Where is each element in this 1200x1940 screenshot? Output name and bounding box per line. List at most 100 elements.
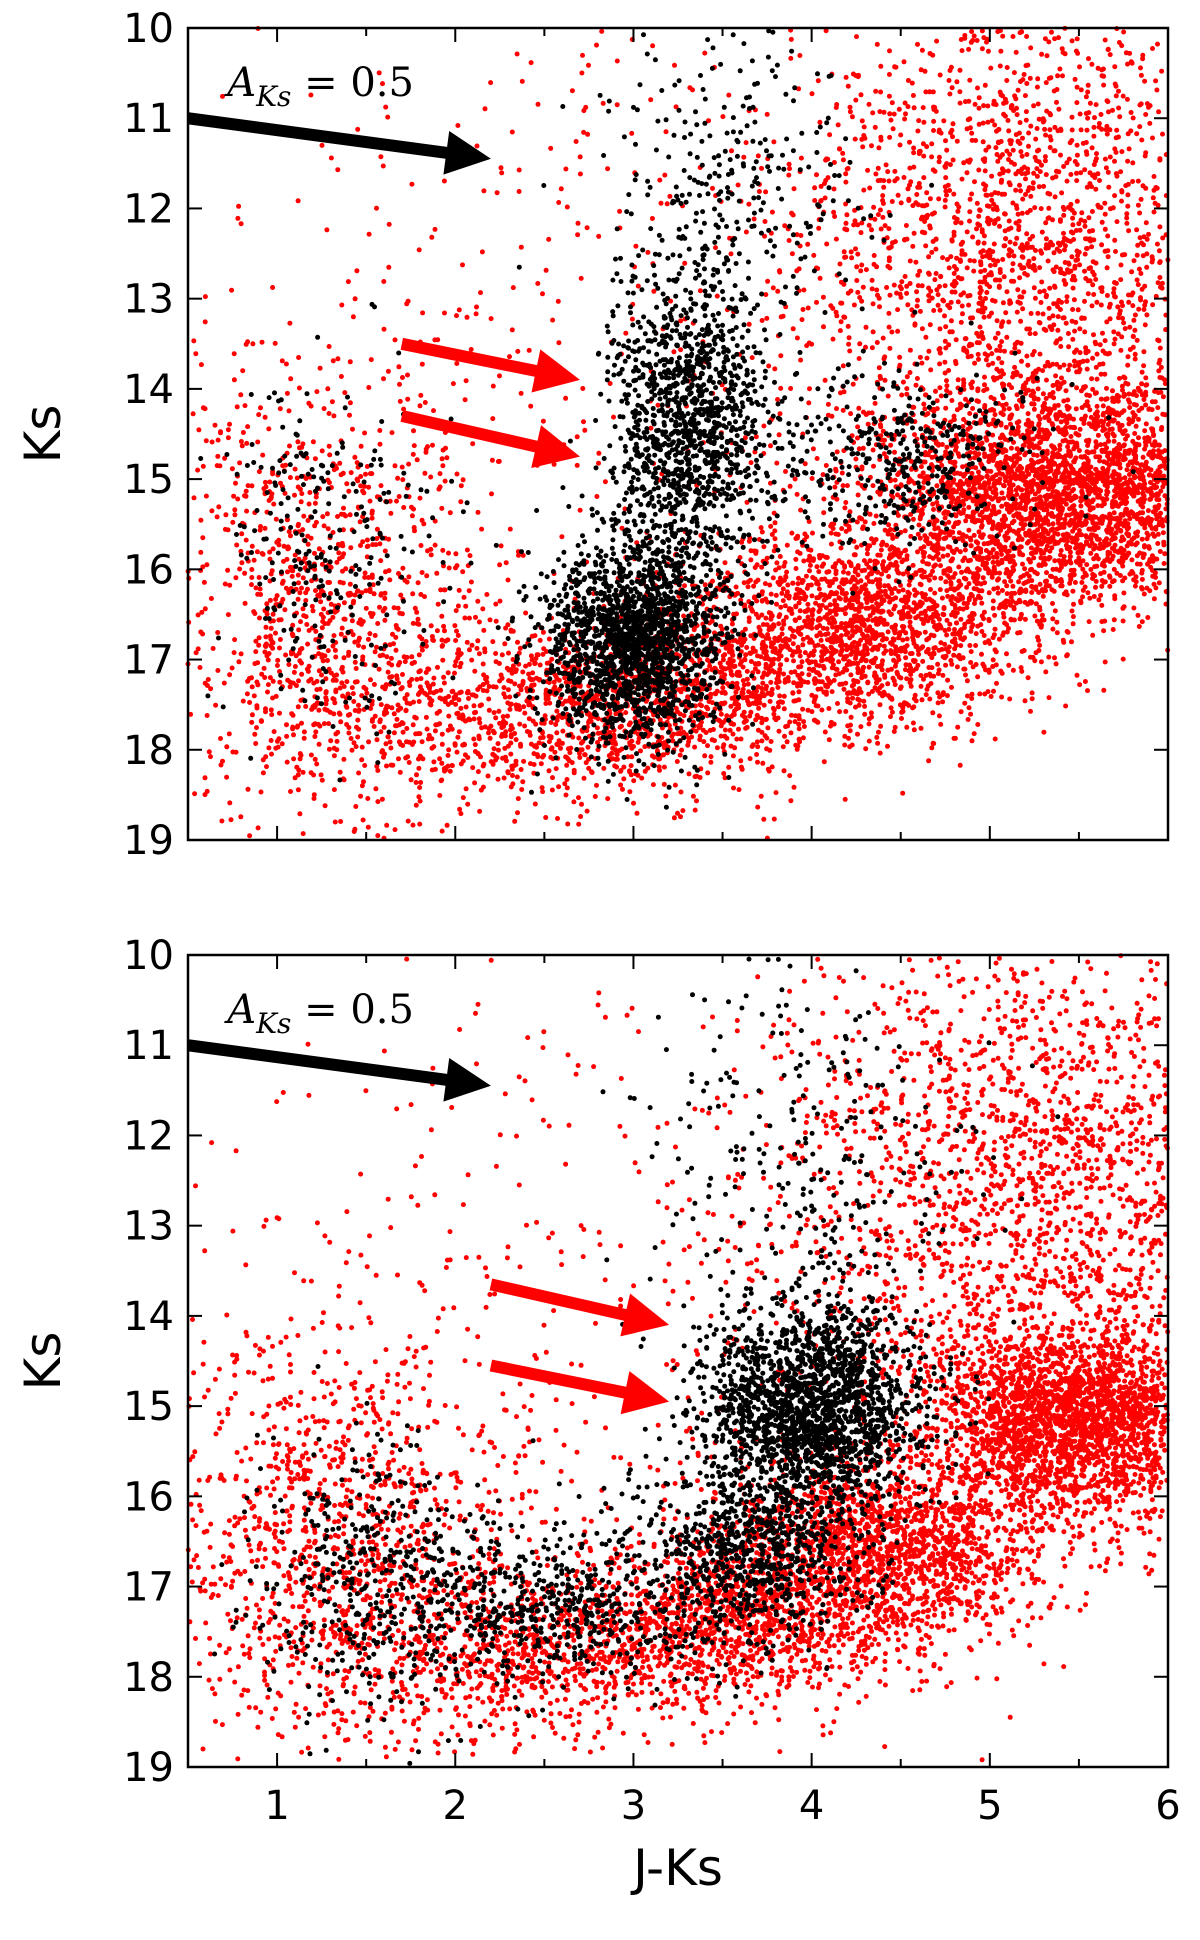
top-panel-point-2237: [587, 718, 592, 723]
top-panel-point-1617: [330, 696, 335, 701]
top-panel-point-4421: [778, 411, 783, 416]
top-panel-point-1042: [420, 648, 425, 653]
top-panel-point-1528: [315, 679, 320, 684]
top-panel-point-1523: [422, 691, 427, 696]
top-panel-point-3830: [730, 673, 735, 678]
top-panel-point-2063: [554, 730, 559, 735]
top-panel-point-1260: [375, 737, 380, 742]
top-panel-point-1143: [305, 667, 310, 672]
top-panel-point-4066: [901, 624, 906, 629]
top-panel-point-2598: [993, 627, 998, 632]
top-panel-point-654: [282, 607, 287, 612]
top-panel-point-3010: [952, 627, 957, 632]
top-panel-point-354: [230, 520, 235, 525]
top-panel-point-312: [417, 652, 422, 657]
top-panel-point-2484: [701, 728, 706, 733]
top-panel-point-54: [241, 699, 246, 704]
top-panel-point-127: [362, 763, 367, 768]
top-panel-point-1173: [294, 683, 299, 688]
top-panel-point-3879: [713, 691, 718, 696]
top-panel-point-4386: [1144, 382, 1149, 387]
top-panel-point-4542: [1078, 427, 1083, 432]
top-panel-point-3788: [890, 710, 895, 715]
top-panel-point-1387: [472, 669, 477, 674]
top-panel-point-4166: [943, 628, 948, 633]
top-panel-point-271: [215, 514, 220, 519]
top-panel-point-3949: [829, 621, 834, 626]
top-panel-point-4136: [807, 653, 812, 658]
top-panel-point-4903: [1142, 428, 1147, 433]
top-panel-point-2895: [1052, 655, 1057, 660]
top-panel-point-4354: [990, 575, 995, 580]
top-panel-point-3193: [842, 687, 847, 692]
top-panel-point-590: [336, 550, 341, 555]
top-panel-point-2670: [785, 583, 790, 588]
top-panel-point-1301: [455, 735, 460, 740]
top-panel-point-2288: [755, 744, 760, 749]
top-panel-point-3682: [927, 597, 932, 602]
top-panel-point-4122: [770, 624, 775, 629]
top-panel-point-304: [238, 392, 243, 397]
top-panel-point-3636: [825, 612, 830, 617]
top-panel-point-1080: [261, 757, 266, 762]
top-panel-point-3563: [785, 724, 790, 729]
top-panel-point-4802: [1049, 545, 1054, 550]
top-panel-point-2408: [509, 732, 514, 737]
top-panel-point-738: [354, 666, 359, 671]
top-panel-point-318: [368, 677, 373, 682]
top-panel-point-759: [360, 745, 365, 750]
top-panel-point-1944: [702, 753, 707, 758]
top-panel-point-3958: [791, 628, 796, 633]
top-panel-point-3285: [892, 729, 897, 734]
top-panel-point-1234: [338, 770, 343, 775]
top-panel-point-266: [198, 665, 203, 670]
top-panel-point-1508: [375, 799, 380, 804]
top-panel-point-645: [307, 628, 312, 633]
top-panel-point-914: [346, 653, 351, 658]
top-panel-point-4218: [842, 565, 847, 570]
top-panel-point-2968: [767, 670, 772, 675]
top-panel-point-4210: [829, 658, 834, 663]
top-panel-point-4138: [818, 594, 823, 599]
top-panel-point-3533: [788, 484, 793, 489]
top-panel-point-928: [270, 285, 275, 290]
top-panel-point-894: [312, 523, 317, 528]
top-panel-point-653: [339, 680, 344, 685]
top-panel-point-3612: [945, 618, 950, 623]
top-panel-point-1092: [502, 641, 507, 646]
top-panel-point-170: [339, 632, 344, 637]
top-panel-point-142: [440, 658, 445, 663]
top-panel-point-3643: [743, 627, 748, 632]
top-panel-point-3952: [791, 649, 796, 654]
top-panel-point-2461: [541, 630, 546, 635]
top-panel-point-143: [275, 658, 280, 663]
top-panel-point-93: [302, 729, 307, 734]
top-panel-point-642: [215, 454, 220, 459]
top-panel-point-3973: [968, 629, 973, 634]
top-panel-point-1366: [467, 616, 472, 621]
top-panel-point-1581: [566, 746, 571, 751]
top-panel-point-3922: [814, 663, 819, 668]
top-panel-point-2740: [981, 575, 986, 580]
top-panel-point-1268: [379, 702, 384, 707]
top-panel-point-2641: [774, 602, 779, 607]
top-panel-point-1969: [571, 799, 576, 804]
top-panel-point-4067: [768, 657, 773, 662]
top-panel-point-1058: [439, 778, 444, 783]
top-panel-point-843: [277, 680, 282, 685]
top-panel-point-378: [458, 499, 463, 504]
top-panel-point-2001: [721, 745, 726, 750]
top-panel-point-2827: [919, 684, 924, 689]
top-panel-point-4097: [798, 664, 803, 669]
top-panel-point-3176: [1047, 695, 1052, 700]
top-panel-point-1046: [461, 795, 466, 800]
top-panel-point-978: [501, 714, 506, 719]
top-panel-point-3365: [763, 665, 768, 670]
top-panel-point-1434: [427, 696, 432, 701]
top-panel-point-196: [273, 631, 278, 636]
top-panel-point-707: [264, 625, 269, 630]
top-panel-point-161: [469, 658, 474, 663]
top-panel-point-3455: [958, 643, 963, 648]
top-panel-point-3714: [862, 558, 867, 563]
top-panel-point-1521: [404, 726, 409, 731]
